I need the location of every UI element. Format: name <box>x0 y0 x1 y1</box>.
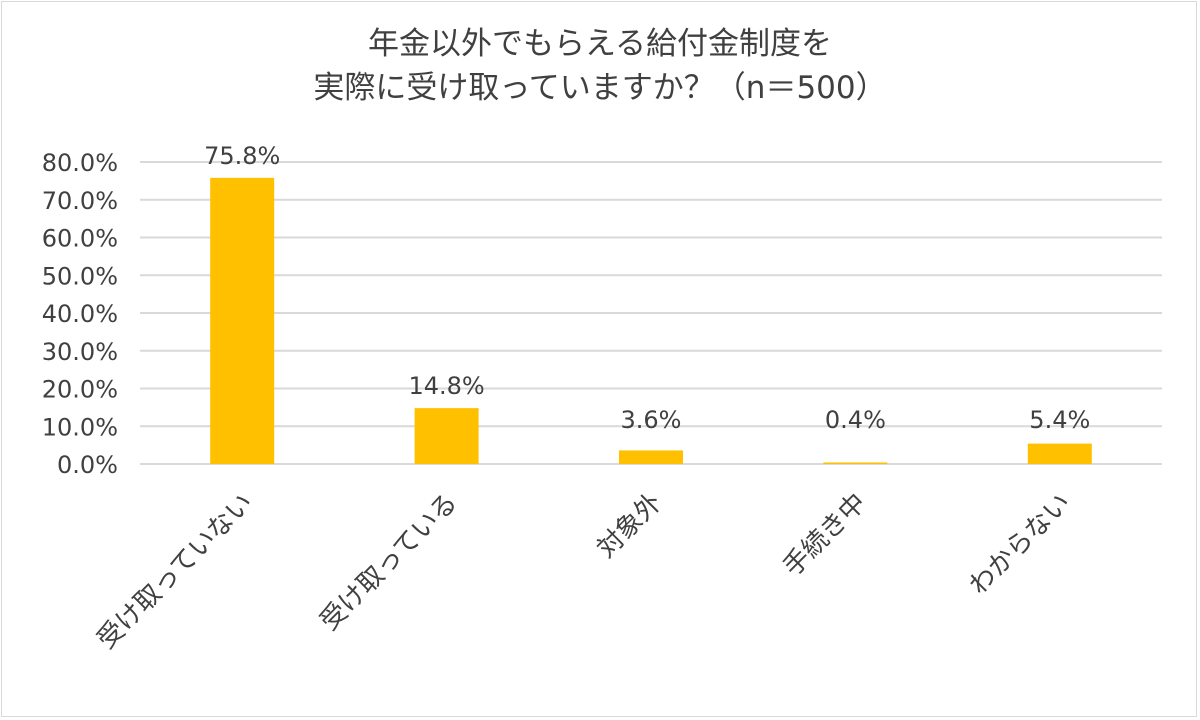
category-label: 受け取っている <box>315 488 464 637</box>
y-tick-label: 80.0% <box>42 149 118 177</box>
bar <box>823 462 888 464</box>
data-labels: 75.8% 14.8% 3.6% 0.4% 5.4% <box>204 142 1090 434</box>
y-tick-label: 30.0% <box>42 338 118 366</box>
category-label: 対象外 <box>592 488 668 564</box>
category-label: わからない <box>964 488 1077 601</box>
y-tick-label: 60.0% <box>42 225 118 253</box>
y-tick-label: 50.0% <box>42 262 118 290</box>
y-axis-tick-labels: 0.0% 10.0% 20.0% 30.0% 40.0% 50.0% 60.0% 70.0% 8… <box>42 149 118 479</box>
bars <box>210 177 1092 465</box>
y-tick-label: 20.0% <box>42 376 118 404</box>
chart-title: 年金以外でもらえる給付金制度を 実際に受け取っていますか？（n＝500） <box>0 22 1200 110</box>
chart-title-line-2: 実際に受け取っていますか？（n＝500） <box>313 70 887 106</box>
data-label: 14.8% <box>408 372 484 400</box>
category-label: 受け取っていない <box>92 488 259 655</box>
data-label: 3.6% <box>621 406 682 434</box>
bar <box>619 450 683 464</box>
y-tick-label: 40.0% <box>42 300 118 328</box>
bar <box>414 408 479 464</box>
y-tick-label: 0.0% <box>57 451 118 479</box>
category-labels: 受け取っていない 受け取っている 対象外 手続き中 わからない <box>92 488 1077 655</box>
chart-title-line-1: 年金以外でもらえる給付金制度を <box>367 26 833 62</box>
category-label: 手続き中 <box>778 488 873 583</box>
data-label: 75.8% <box>204 142 280 170</box>
y-tick-label: 70.0% <box>42 187 118 215</box>
bar <box>210 177 275 465</box>
gridlines <box>140 161 1162 465</box>
bar <box>1027 443 1092 464</box>
y-tick-label: 10.0% <box>42 413 118 441</box>
data-label: 0.4% <box>825 406 886 434</box>
data-label: 5.4% <box>1029 406 1090 434</box>
